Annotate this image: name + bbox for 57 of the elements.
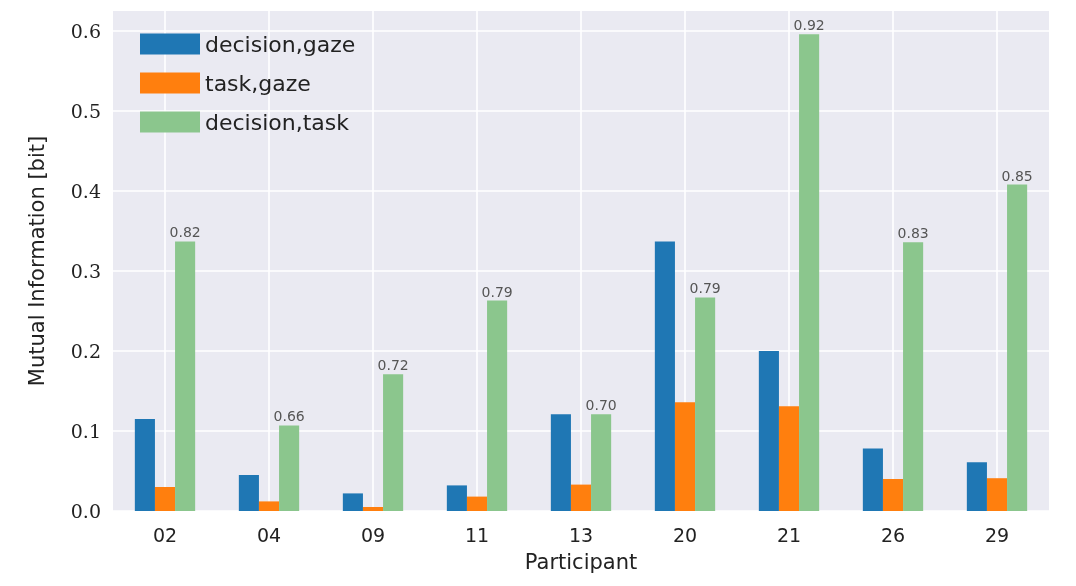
bar [1007,184,1028,511]
bar [362,507,384,511]
x-axis-title: Participant [524,549,638,574]
annotation: 0.82 [169,224,201,241]
annotation: 0.85 [1001,167,1033,184]
bar [570,484,592,511]
bar [238,475,259,511]
x-tick-label: 04 [256,523,282,546]
legend-label: decision,gaze [205,31,356,57]
bar [695,297,716,511]
bar [175,241,196,511]
x-tick-label: 20 [672,523,698,546]
x-tick-label: 11 [464,523,490,546]
y-tick-label: 0.2 [70,340,101,362]
annotation: 0.92 [793,17,825,34]
bar [882,479,904,511]
x-tick-label: 09 [360,523,386,546]
bar [487,300,508,511]
y-tick-label: 0.0 [70,500,101,522]
legend-label: decision,task [205,109,350,135]
bar [258,501,280,511]
x-tick-label: 13 [568,523,594,546]
bar [154,487,176,511]
bar [758,351,779,511]
y-tick-label: 0.4 [70,180,101,202]
bar [591,414,612,511]
bar [279,425,300,511]
y-tick-label: 0.6 [70,20,101,42]
y-axis-title: Mutual Information [bit] [24,135,49,387]
annotation: 0.72 [377,357,409,374]
bar [778,406,800,511]
bar [342,493,363,511]
bar [674,402,696,511]
annotation: 0.70 [585,397,617,414]
x-tick-label: 29 [984,523,1010,546]
bar [550,414,571,511]
bar [383,374,404,511]
bar [986,478,1008,511]
y-tick-label: 0.3 [70,260,101,282]
y-tick-label: 0.5 [70,100,101,122]
y-tick-label: 0.1 [70,420,101,442]
bar [654,241,675,511]
annotation: 0.66 [273,408,305,425]
x-tick-label: 26 [880,523,906,546]
x-tick-label: 02 [152,523,178,546]
bar [134,419,155,511]
annotation: 0.83 [897,225,929,242]
bar [799,34,820,511]
bar [862,448,883,511]
annotation: 0.79 [689,280,721,297]
annotation: 0.79 [481,283,513,300]
bar [966,462,987,511]
bar [466,496,488,511]
bar [903,242,924,511]
x-tick-label: 21 [776,523,802,546]
legend-label: task,gaze [205,70,311,96]
bar [446,485,467,511]
